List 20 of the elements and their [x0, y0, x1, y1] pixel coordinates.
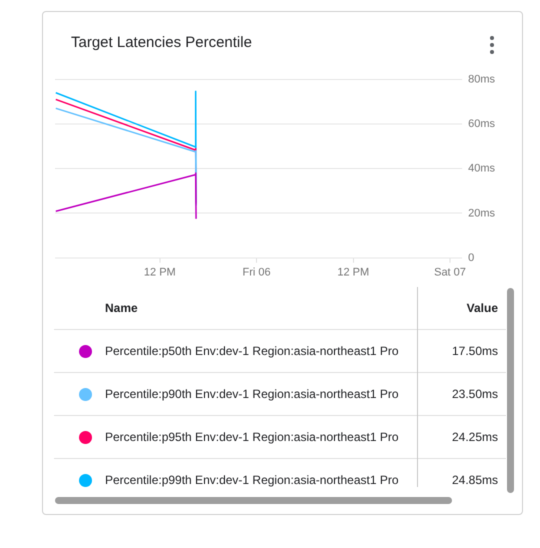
legend-label: Percentile:p90th Env:dev-1 Region:asia-northeast1 Pro: [105, 387, 400, 401]
text: 17.50ms: [452, 344, 498, 358]
legend-label: Percentile:p99th Env:dev-1 Region:asia-northeast1 Pro: [105, 473, 400, 487]
legend-label: Percentile:p50th Env:dev-1 Region:asia-northeast1 Pro: [105, 344, 400, 358]
x-tick-label: Fri 06: [242, 266, 271, 278]
text: 24.25ms: [452, 430, 498, 444]
legend-title: Name: [105, 301, 139, 315]
x-tick-label: 12 PM: [144, 266, 176, 278]
y-tick-label: 0: [468, 252, 474, 264]
y-tick-label: 60ms: [468, 118, 496, 130]
x-tick-label: Sat 07: [434, 266, 466, 278]
y-tick-label: 40ms: [468, 162, 496, 175]
legend-label: Percentile:p95th Env:dev-1 Region:asia-northeast1 Pro: [105, 430, 400, 444]
x-tick-label: 12 PM: [337, 266, 370, 278]
text: 24.85ms: [452, 473, 498, 487]
chart-title: Target Latencies Percentile: [71, 34, 252, 51]
y-tick-label: 80ms: [468, 74, 496, 86]
text: 23.50ms: [452, 387, 498, 401]
text: Value: [466, 301, 498, 315]
y-tick-label: 20ms: [468, 207, 496, 220]
